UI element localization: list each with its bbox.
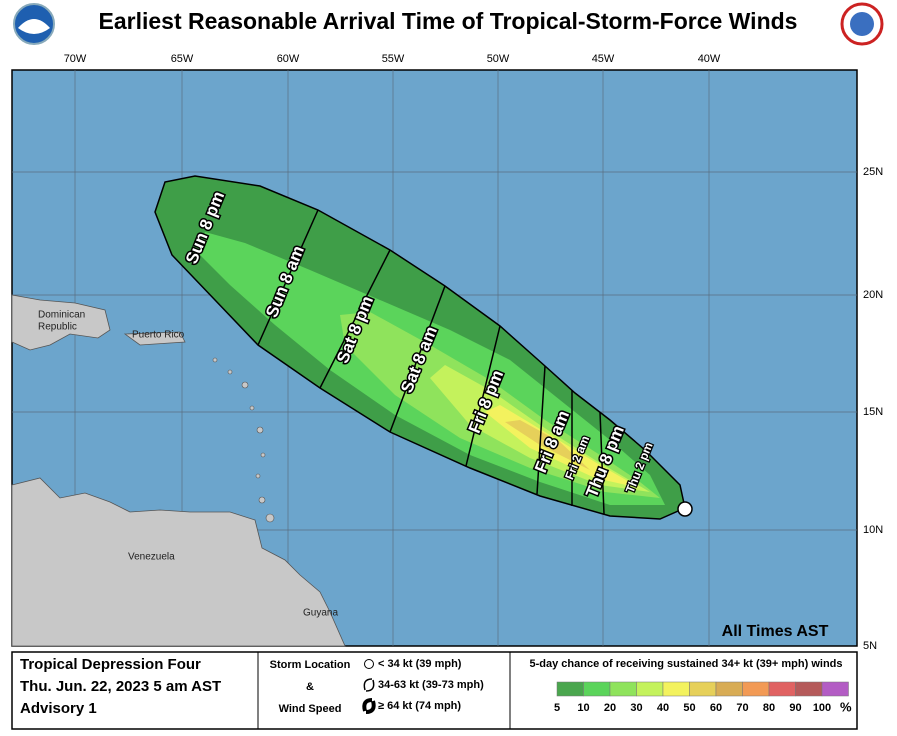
latitude-label: 10N [863, 524, 883, 536]
storm-location-entry: < 34 kt (39 mph) [378, 658, 462, 670]
probability-swatch [742, 681, 770, 697]
place-label: Guyana [303, 608, 338, 619]
storm-info: Tropical Depression Four [20, 656, 201, 673]
probability-label: 60 [710, 702, 722, 714]
time-zone-note: All Times AST [722, 623, 829, 640]
probability-label: 10 [577, 702, 589, 714]
place-label: Dominican [38, 310, 85, 321]
probability-label: 30 [630, 702, 642, 714]
probability-swatch [715, 681, 743, 697]
lesser-antilles [212, 357, 275, 523]
nws-logo-center [850, 12, 874, 36]
probability-swatch [689, 681, 717, 697]
storm-location-heading: Wind Speed [279, 703, 342, 715]
south-america [11, 477, 346, 647]
probability-label: 5 [554, 702, 560, 714]
legend-symbol [363, 678, 375, 692]
longitude-label: 70W [64, 53, 87, 65]
probability-label: 80 [763, 702, 775, 714]
place-label: Puerto Rico [132, 330, 185, 341]
isochrones [257, 209, 605, 515]
probability-swatch [556, 681, 584, 697]
probability-swatch [768, 681, 796, 697]
probability-label: 70 [736, 702, 748, 714]
longitude-label: 50W [487, 53, 510, 65]
longitude-label: 40W [698, 53, 721, 65]
probability-label: 40 [657, 702, 669, 714]
probability-label: 50 [683, 702, 695, 714]
swath-outline [154, 175, 686, 520]
probability-swatch [609, 681, 637, 697]
title: Earliest Reasonable Arrival Time of Trop… [99, 8, 798, 34]
probability-swatch [662, 681, 690, 697]
longitude-label: 60W [277, 53, 300, 65]
storm-location [677, 501, 693, 517]
storm-location-entry: ≥ 64 kt (74 mph) [378, 700, 461, 712]
puerto-rico [123, 331, 186, 346]
longitude-label: 55W [382, 53, 405, 65]
probability-label: 100 [813, 702, 831, 714]
latitude-label: 15N [863, 406, 883, 418]
latitude-label: 25N [863, 166, 883, 178]
noaa-logo-bird [18, 19, 50, 34]
longitude-label: 65W [171, 53, 194, 65]
hispaniola [11, 294, 111, 351]
probability-label: 90 [789, 702, 801, 714]
storm-location-heading: Storm Location [270, 659, 351, 671]
longitude-label: 45W [592, 53, 615, 65]
probability-swatch [795, 681, 823, 697]
probability-swatch [821, 681, 849, 697]
latitude-label: 5N [863, 640, 877, 652]
probability-swatch [636, 681, 664, 697]
legend-symbol [362, 698, 376, 714]
probability-label: 20 [604, 702, 616, 714]
storm-info: Thu. Jun. 22, 2023 5 am AST [20, 678, 221, 695]
swath-30 [430, 365, 650, 492]
probability-legend-title: 5-day chance of receiving sustained 34+ … [530, 658, 843, 670]
place-label: Venezuela [128, 552, 175, 563]
probability-swatch [583, 681, 611, 697]
storm-location-entry: 34-63 kt (39-73 mph) [378, 679, 484, 691]
probability-unit: % [840, 699, 852, 714]
swath-50 [505, 420, 590, 470]
latitude-label: 20N [863, 289, 883, 301]
place-label: Republic [38, 322, 77, 333]
legend-symbol [364, 659, 374, 669]
storm-location-heading: & [306, 681, 314, 693]
storm-info: Advisory 1 [20, 700, 97, 717]
